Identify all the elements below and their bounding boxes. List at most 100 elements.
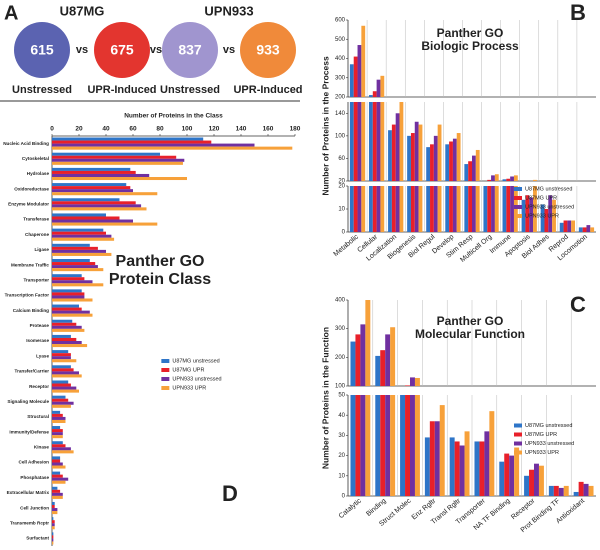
bar — [52, 480, 66, 484]
x-tick-label: 100 — [182, 126, 193, 133]
bar — [529, 197, 534, 232]
y-axis-label: Number of Proteins in the Function — [320, 327, 330, 469]
y-tick-label: Signaling Molecule — [7, 399, 49, 404]
y-tick-label: 0 — [342, 494, 346, 500]
bar — [502, 186, 507, 232]
bar — [52, 143, 255, 147]
bar — [52, 456, 61, 460]
bar — [487, 186, 492, 232]
x-tick-label: Catalytic — [338, 497, 363, 520]
bar — [494, 174, 499, 181]
bar — [361, 102, 366, 181]
y-tick-label: Hydrolase — [27, 171, 50, 176]
count-label: Unstressed — [12, 84, 72, 96]
y-tick-label: Transmemb Rcptr — [10, 520, 49, 525]
legend-label: U87MG unstressed — [525, 186, 572, 192]
x-tick-label: 160 — [263, 126, 274, 133]
bar — [483, 186, 488, 232]
bar — [376, 186, 381, 232]
bar — [563, 220, 568, 232]
count-circle — [162, 22, 218, 78]
bar — [52, 383, 71, 387]
bar — [464, 431, 470, 496]
bar — [390, 327, 396, 386]
bar — [510, 186, 514, 232]
bar — [368, 95, 373, 97]
bar — [439, 405, 445, 496]
y-tick-label: Immunity/Defense — [9, 429, 49, 434]
legend-swatch — [161, 377, 170, 381]
bar — [355, 334, 361, 386]
x-tick-label: 60 — [129, 126, 137, 133]
bar — [509, 455, 515, 496]
bar — [475, 186, 480, 232]
bar — [583, 483, 589, 496]
bar — [534, 463, 539, 496]
bar — [52, 419, 66, 423]
bar — [506, 186, 511, 232]
bar — [52, 432, 63, 436]
bar — [395, 113, 400, 181]
bar — [52, 158, 185, 162]
bar — [391, 186, 396, 232]
legend-swatch — [514, 187, 522, 191]
bar — [464, 186, 469, 232]
bar — [52, 344, 88, 348]
bar — [52, 341, 82, 345]
bar — [52, 246, 98, 250]
legend-label: U87MG UPR — [525, 195, 557, 201]
bar — [573, 491, 579, 496]
bar — [52, 204, 142, 208]
bar — [399, 102, 404, 181]
legend-label: UPN933 unstressed — [525, 204, 574, 210]
bar — [414, 377, 420, 386]
y-tick-label: 500 — [335, 37, 346, 43]
bar — [52, 520, 55, 524]
bar — [52, 371, 79, 375]
legend-label: UPN933 UPR — [525, 213, 559, 219]
vs-label: vs — [223, 44, 235, 56]
legend-label: U87MG unstressed — [525, 423, 572, 429]
bar — [368, 186, 373, 232]
bar — [52, 219, 133, 223]
bar — [474, 441, 480, 496]
bar — [52, 426, 61, 430]
bar — [380, 350, 386, 386]
legend-swatch — [514, 450, 522, 455]
y-tick-label: 200 — [335, 95, 346, 101]
bar — [375, 355, 381, 386]
bar — [52, 492, 63, 496]
x-tick-label: 120 — [209, 126, 220, 133]
y-tick-label: Transporter — [23, 277, 49, 282]
legend-label: UPN933 UPR — [172, 385, 206, 391]
bar — [449, 141, 453, 181]
x-tick-label: Metabolic — [333, 233, 361, 258]
bar — [437, 186, 442, 232]
bar — [52, 334, 71, 338]
y-tick-label: Cell Junction — [20, 505, 49, 510]
y-tick-label: Oxidoreductase — [14, 186, 49, 191]
y-tick-label: 10 — [338, 473, 345, 479]
bar — [430, 186, 434, 232]
x-tick-label: 40 — [102, 126, 110, 133]
bar — [349, 64, 354, 97]
bar — [52, 192, 158, 196]
bar — [353, 186, 358, 232]
x-tick-label: 20 — [75, 126, 83, 133]
bar — [385, 334, 391, 386]
bar — [52, 395, 66, 399]
legend-swatch — [161, 359, 170, 363]
legend-swatch — [161, 368, 170, 372]
y-tick-label: 50 — [338, 393, 345, 399]
bar — [449, 186, 453, 232]
vs-label: vs — [150, 44, 162, 56]
bar — [52, 441, 63, 445]
bar — [52, 486, 58, 490]
bar — [52, 222, 158, 226]
bar — [353, 102, 358, 181]
bar — [472, 155, 476, 181]
bar — [357, 102, 362, 181]
bar — [553, 485, 559, 496]
legend-label: UPN933 unstressed — [525, 441, 574, 447]
bar — [464, 164, 469, 181]
